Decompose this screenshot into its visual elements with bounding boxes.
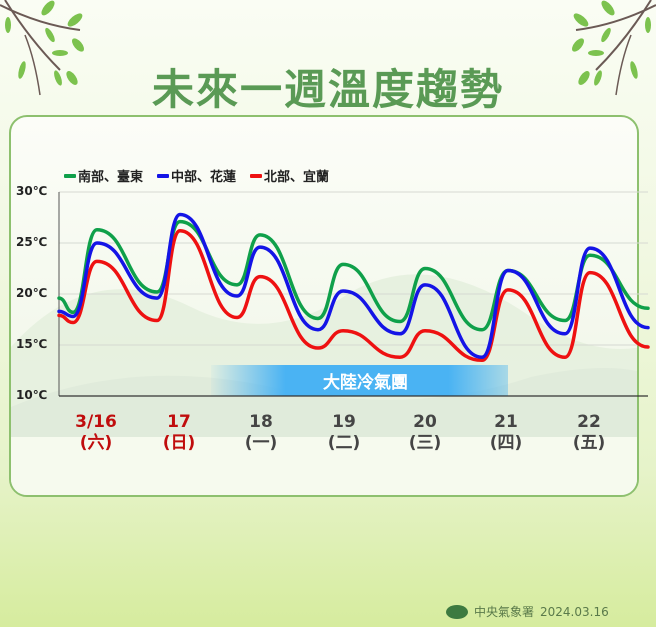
y-tick-15: 15℃ [16,337,48,351]
legend-label: 中部、花蓮 [171,170,237,185]
x-label-day: 19 (二) [327,412,361,453]
cwa-logo-icon [446,604,468,619]
legend-swatch-red [250,173,263,178]
y-tick-10: 10℃ [16,388,48,402]
branch-leaves-decoration-left [0,0,84,96]
branch-leaves-decoration-right [572,0,656,96]
page-title: 未來一週溫度趨勢 [151,65,504,114]
y-tick-20: 20℃ [16,286,48,300]
series-line [57,212,650,359]
issue-date: 2024.03.16 [540,604,609,619]
x-label-day: 20 (三) [408,412,442,453]
x-label-day: 18 (一) [244,412,278,453]
series-line [57,229,650,363]
x-label-day: 21 (四) [489,412,523,453]
y-tick-30: 30℃ [16,184,48,198]
cold-air-mass-annotation: 大陸冷氣團 [211,365,508,396]
legend-swatch-green [64,173,76,178]
x-label-day: 17 (日) [162,412,196,453]
x-label-day: 3/16 (六) [75,412,117,453]
series-line [57,219,650,332]
legend-item-north: 北部、宜蘭 [250,166,329,185]
legend-label: 北部、宜蘭 [264,170,330,185]
agency-name: 中央氣象署 [474,605,535,619]
x-label-day: 22 (五) [572,412,606,453]
legend-label: 南部、臺東 [78,170,144,185]
legend-item-central: 中部、花蓮 [157,166,236,185]
legend-swatch-blue [157,173,170,178]
legend-item-south: 南部、臺東 [64,166,143,185]
y-tick-25: 25℃ [16,235,48,249]
footer-credit: 中央氣象署 2024.03.16 [446,603,609,620]
chart-legend: 南部、臺東 中部、花蓮 北部、宜蘭 [64,166,329,185]
